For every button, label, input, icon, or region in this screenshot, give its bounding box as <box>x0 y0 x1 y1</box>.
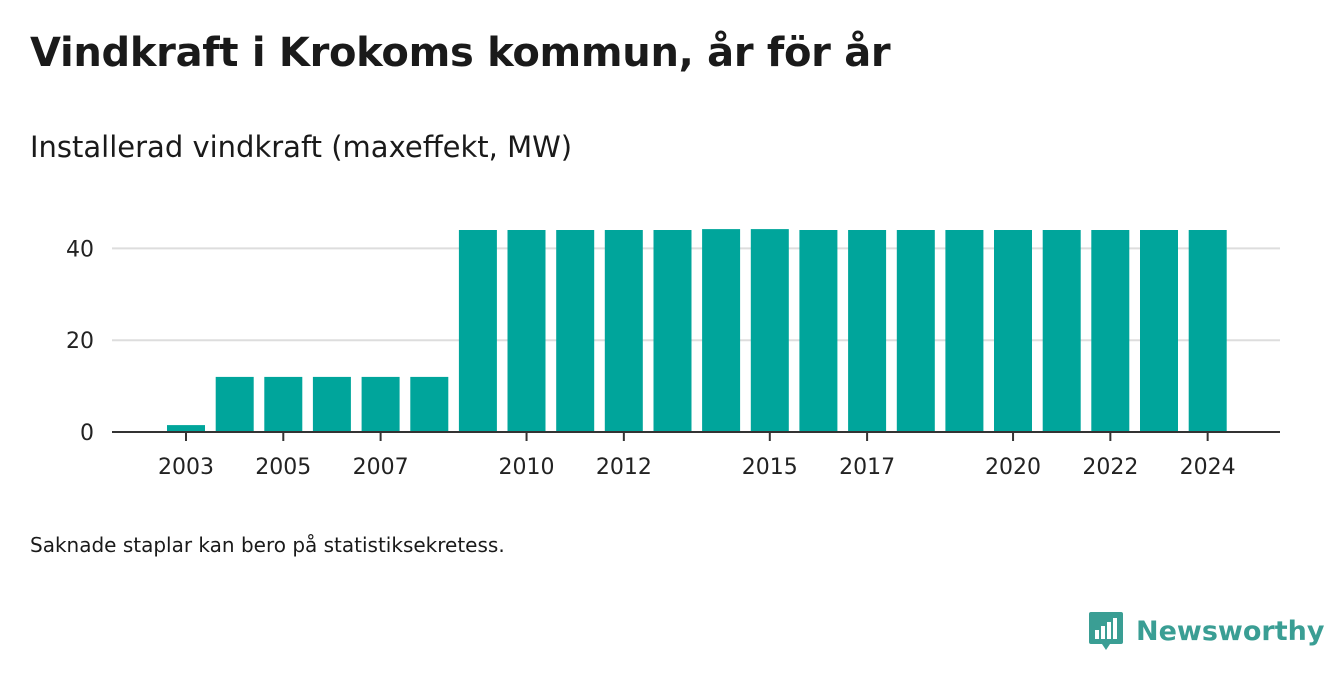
bar-2020 <box>994 230 1032 432</box>
x-tick-label: 2007 <box>353 455 409 480</box>
bar-2022 <box>1091 230 1130 432</box>
bar-2014 <box>702 229 741 432</box>
bar-2009 <box>458 230 497 432</box>
x-tick-label: 2005 <box>255 455 311 480</box>
brand-logo: Newsworthy <box>1088 610 1324 652</box>
x-tick-label: 2015 <box>742 455 798 480</box>
bar-2017 <box>848 230 887 432</box>
bar-2008 <box>410 376 449 432</box>
bar-2024 <box>1188 230 1227 432</box>
y-tick-label: 0 <box>80 421 94 446</box>
bar-2010 <box>507 230 546 432</box>
footnote: Saknade staplar kan bero på statistiksek… <box>30 533 505 557</box>
x-tick-label: 2020 <box>985 455 1041 480</box>
y-tick-label: 40 <box>66 237 94 262</box>
bar-2003 <box>167 425 205 432</box>
bar-2019 <box>945 230 984 432</box>
bar-2012 <box>604 230 643 432</box>
y-tick-label: 20 <box>66 329 94 354</box>
gridlines <box>112 247 1280 342</box>
x-tick-label: 2010 <box>499 455 555 480</box>
x-tick-label: 2012 <box>596 455 652 480</box>
x-tick-label: 2024 <box>1180 455 1236 480</box>
x-tick-label: 2003 <box>158 455 214 480</box>
brand-name: Newsworthy <box>1136 615 1325 647</box>
bar-2007 <box>361 376 400 432</box>
bar-2013 <box>653 230 692 432</box>
chart-title: Vindkraft i Krokoms kommun, år för år <box>30 30 891 76</box>
bar-2011 <box>556 230 595 432</box>
bar-chart-speech-bubble-icon <box>1089 612 1123 650</box>
bar-2004 <box>215 376 254 432</box>
bar-2015 <box>750 229 789 432</box>
chart-subtitle: Installerad vindkraft (maxeffekt, MW) <box>30 130 573 164</box>
bar-2005 <box>264 376 303 432</box>
x-axis-ticks: 2003 2005 2007 2010 2012 2015 2017 2020 2022 2024 <box>158 432 1236 480</box>
bar-2021 <box>1042 230 1081 432</box>
bar-2016 <box>799 230 838 432</box>
bar-2023 <box>1140 230 1178 432</box>
x-tick-label: 2022 <box>1082 455 1138 480</box>
x-tick-label: 2017 <box>839 455 895 480</box>
bars <box>167 229 1227 432</box>
bar-2018 <box>896 230 935 432</box>
bar-2006 <box>312 376 351 432</box>
y-axis-labels: 0 20 40 <box>66 237 94 446</box>
